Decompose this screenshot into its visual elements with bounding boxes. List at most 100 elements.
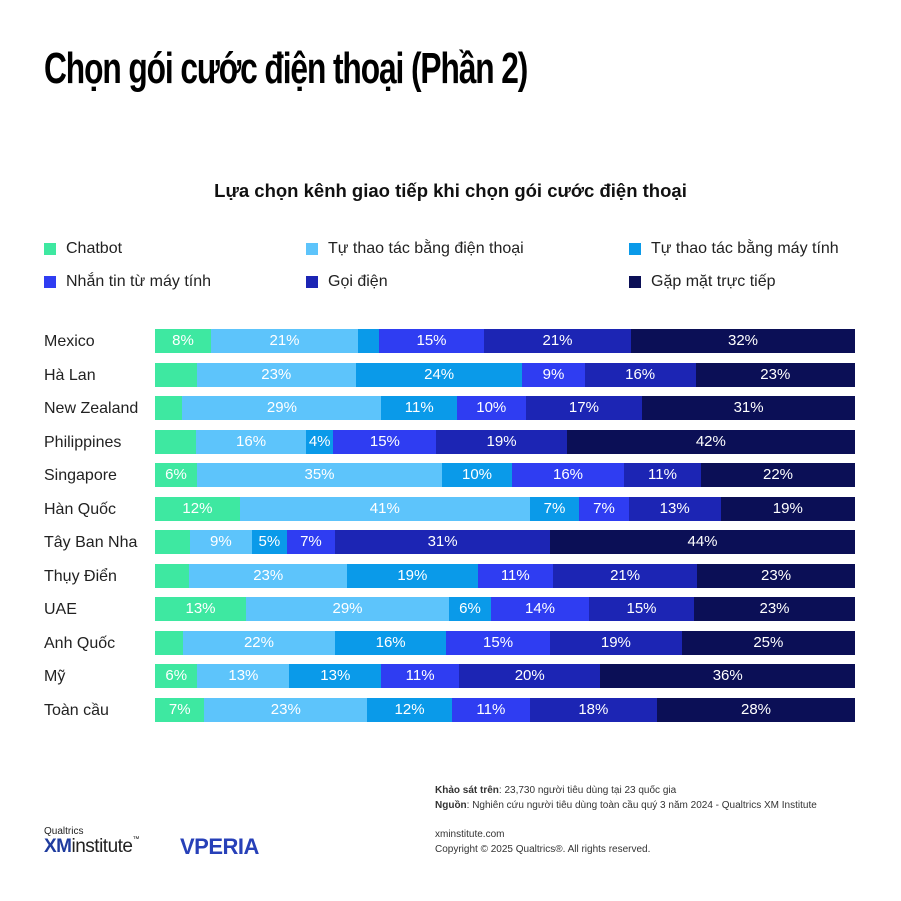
bar-segment — [694, 597, 855, 621]
bar-segment — [512, 463, 624, 487]
bar-segment — [600, 664, 855, 688]
bar-segment — [189, 530, 253, 554]
data-label: 9% — [542, 365, 565, 383]
data-label: 17% — [568, 399, 599, 416]
data-label: 16% — [375, 633, 406, 651]
legend-item: Tự thao tác bằng máy tính — [629, 240, 839, 258]
bar-segment — [204, 697, 368, 722]
legend-item: Gọi điện — [306, 273, 388, 291]
bar-segment — [589, 597, 694, 621]
legend-label: Gọi điện — [328, 273, 388, 290]
chart-title: Lựa chọn kênh giao tiếp khi chọn gói cướ… — [214, 180, 687, 201]
data-label: 20% — [514, 667, 545, 684]
data-label: 10% — [476, 399, 507, 416]
copyright-text: Copyright © 2025 Qualtrics®. All rights … — [435, 844, 651, 855]
legend-swatch — [306, 276, 318, 288]
source-note: Nguồn: Nghiên cứu người tiêu dùng toàn c… — [435, 800, 817, 811]
bar-segment — [720, 496, 855, 521]
data-label: 18% — [578, 700, 609, 718]
data-label: 41% — [369, 499, 400, 517]
bar-segment — [196, 429, 306, 454]
vperia-logo: VPERIA — [180, 834, 259, 859]
data-label: 31% — [427, 533, 458, 550]
bar-segment — [197, 463, 442, 487]
data-label: 12% — [394, 700, 425, 718]
bar-segment — [657, 697, 855, 722]
bar-segment — [197, 664, 290, 688]
data-label: 42% — [695, 432, 726, 450]
data-label: 44% — [687, 533, 718, 550]
bar-segment — [459, 664, 601, 688]
data-label: 15% — [626, 600, 657, 617]
bar-segment — [335, 530, 551, 554]
data-label: 9% — [209, 533, 232, 550]
bar-segment — [239, 496, 530, 521]
website-link[interactable]: xminstitute.com — [435, 829, 505, 840]
bar-segment — [484, 329, 631, 353]
data-label: 12% — [182, 499, 213, 517]
bar-segment — [456, 396, 526, 420]
trademark-symbol: ™ — [132, 836, 139, 843]
category-label: UAE — [44, 601, 77, 618]
bar-segment — [196, 362, 356, 387]
data-label: 19% — [486, 432, 517, 450]
survey-label: Khảo sát trên — [435, 785, 499, 796]
bar-segment — [491, 597, 589, 621]
bar-segment — [355, 362, 523, 387]
bar-segment — [155, 362, 197, 387]
data-label: 10% — [461, 466, 493, 483]
bar-segment — [155, 664, 198, 688]
bar-segment — [477, 563, 554, 588]
category-label: Anh Quốc — [44, 634, 116, 652]
legend-swatch — [44, 243, 56, 255]
data-label: 19% — [397, 566, 428, 584]
legend-label: Tự thao tác bằng máy tính — [651, 240, 839, 257]
legend-label: Chatbot — [66, 240, 123, 257]
bar-segment — [624, 463, 701, 487]
data-label: 11% — [476, 700, 506, 718]
data-label: 8% — [172, 332, 194, 349]
category-label: Singapore — [44, 467, 117, 484]
category-label: Mexico — [44, 333, 95, 350]
bar-segment — [155, 563, 190, 588]
data-label: 7% — [300, 533, 322, 550]
bar-segment — [155, 496, 240, 521]
bar-segment — [553, 563, 698, 588]
bar-segment — [701, 463, 855, 487]
data-label: 11% — [500, 566, 530, 584]
bar-segment — [155, 530, 190, 554]
bar-segment — [381, 664, 460, 688]
data-label: 4% — [308, 432, 331, 450]
bar-segment — [182, 396, 382, 420]
legend-swatch — [306, 243, 318, 255]
source-label: Nguồn — [435, 800, 467, 811]
bar-segment — [681, 630, 855, 655]
bar-segment — [379, 329, 484, 353]
legend-swatch — [629, 276, 641, 288]
data-label: 23% — [253, 566, 284, 584]
category-label: Tây Ban Nha — [44, 534, 138, 551]
data-label: 23% — [761, 566, 792, 584]
xm-logo-mark: XM — [44, 836, 72, 857]
data-label: 11% — [648, 466, 677, 483]
bar-segment — [189, 563, 348, 588]
bar-segment — [155, 630, 183, 655]
bar-segment — [695, 362, 855, 387]
data-label: 31% — [733, 399, 764, 416]
bar-segment — [584, 362, 696, 387]
bar-segment — [155, 329, 211, 353]
data-label: 23% — [759, 600, 790, 617]
bar-segment — [628, 496, 721, 521]
data-label: 14% — [524, 600, 556, 617]
bar-segment — [525, 396, 643, 420]
data-label: 19% — [772, 499, 803, 517]
bar-segment — [579, 496, 629, 521]
bar-segment — [246, 597, 449, 621]
data-label: 11% — [405, 667, 435, 684]
bar-segment — [305, 429, 334, 454]
bar-segment — [566, 429, 855, 454]
data-label: 6% — [165, 667, 188, 684]
bar-segment — [358, 329, 379, 353]
bar-segment — [155, 396, 183, 420]
